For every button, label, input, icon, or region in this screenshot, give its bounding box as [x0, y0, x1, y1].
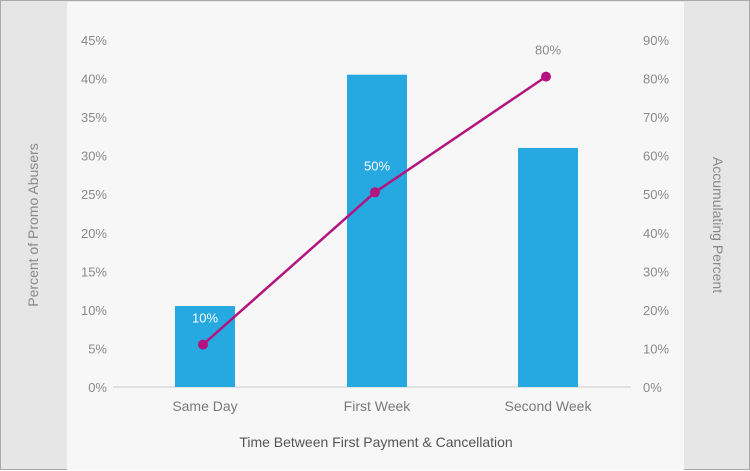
right-y-tick-label: 20%	[643, 303, 669, 318]
left-y-tick-label: 15%	[81, 264, 107, 279]
x-tick-label: Second Week	[505, 398, 593, 414]
cumulative-line-series: 10% 50% 80%	[192, 43, 561, 350]
line-data-label: 80%	[535, 43, 561, 58]
bar	[347, 74, 407, 387]
left-y-tick-label: 20%	[81, 226, 107, 241]
line-point	[198, 339, 208, 350]
right-y-tick-label: 10%	[643, 341, 669, 356]
x-axis-title: Time Between First Payment & Cancellatio…	[239, 434, 512, 450]
left-y-tick-label: 25%	[81, 187, 107, 202]
left-y-tick-label: 45%	[81, 33, 107, 48]
right-y-tick-label: 80%	[643, 72, 669, 87]
left-y-axis: 0% 5% 10% 15% 20% 25% 30% 35% 40% 45%	[81, 33, 107, 395]
left-y-tick-label: 40%	[81, 72, 107, 87]
x-tick-label: First Week	[344, 398, 412, 414]
right-y-tick-label: 40%	[643, 226, 669, 241]
left-y-axis-title: Percent of Promo Abusers	[25, 143, 41, 306]
line-point	[370, 187, 380, 198]
left-y-tick-label: 30%	[81, 149, 107, 164]
right-y-tick-label: 70%	[643, 110, 669, 125]
right-y-tick-label: 90%	[643, 33, 669, 48]
right-y-tick-label: 50%	[643, 187, 669, 202]
x-tick-label: Same Day	[172, 398, 237, 414]
x-axis: Same Day First Week Second Week	[172, 398, 592, 414]
right-y-tick-label: 30%	[643, 264, 669, 279]
left-y-tick-label: 35%	[81, 110, 107, 125]
line-data-label: 10%	[192, 311, 218, 326]
left-y-tick-label: 5%	[88, 341, 107, 356]
right-y-axis: 0% 10% 20% 30% 40% 50% 60% 70% 80% 90%	[643, 33, 669, 395]
line-point	[541, 71, 551, 82]
right-y-tick-label: 60%	[643, 149, 669, 164]
bar	[518, 147, 578, 387]
line-data-label: 50%	[364, 158, 390, 173]
right-y-tick-label: 0%	[643, 380, 662, 395]
right-y-axis-title: Accumulating Percent	[710, 157, 726, 293]
left-y-tick-label: 10%	[81, 303, 107, 318]
left-y-tick-label: 0%	[88, 380, 107, 395]
